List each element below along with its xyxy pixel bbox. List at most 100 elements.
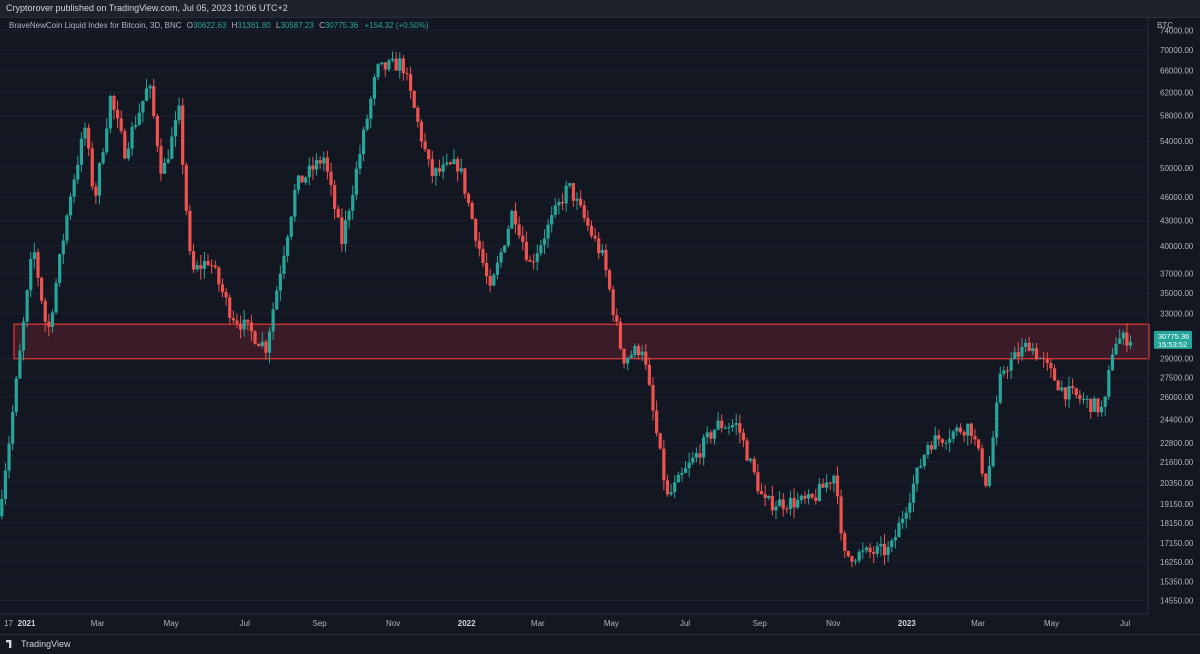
candle-body	[499, 252, 503, 263]
candle-body	[948, 438, 952, 443]
candle-body	[235, 320, 239, 324]
x-tick-label: Jul	[240, 619, 250, 628]
y-tick-label: 46000.00	[1160, 193, 1194, 202]
candle-body	[1038, 357, 1042, 359]
candle-body	[97, 163, 102, 196]
candle-body	[506, 228, 510, 246]
candle-body	[517, 224, 521, 236]
candle-body	[47, 321, 51, 327]
candle-body	[966, 423, 970, 436]
candle-body	[644, 351, 648, 365]
candle-body	[423, 141, 427, 150]
candle-body	[752, 458, 756, 473]
candle-body	[369, 98, 373, 119]
candle-body	[365, 118, 369, 130]
candle-body	[995, 402, 999, 438]
candle-body	[466, 193, 471, 203]
x-tick-label: May	[604, 619, 619, 628]
candle-body	[687, 462, 691, 469]
last-price-tag	[1154, 330, 1192, 349]
y-tick-label: 74000.00	[1160, 26, 1194, 35]
candle-body	[311, 165, 315, 170]
candle-body	[785, 508, 789, 510]
candle-body	[893, 537, 897, 541]
candle-body	[358, 153, 362, 169]
publisher-text: Cryptorover published on TradingView.com…	[6, 3, 288, 13]
candle-body	[134, 124, 138, 127]
low-key: L	[276, 21, 281, 30]
candle-body	[600, 250, 604, 254]
candle-body	[680, 472, 684, 475]
candle-body	[40, 277, 44, 301]
candle-body	[622, 348, 626, 364]
candle-body	[864, 547, 869, 551]
countdown-text: 15:53:52	[1158, 340, 1187, 349]
candle-body	[908, 502, 912, 513]
candle-body	[589, 225, 594, 236]
candle-body	[1107, 370, 1111, 397]
y-tick-label: 16250.00	[1160, 558, 1194, 567]
candle-body	[249, 322, 254, 332]
candle-body	[495, 262, 500, 275]
candle-body	[412, 90, 416, 108]
tradingview-logo[interactable]: TradingView	[6, 639, 71, 649]
candle-body	[984, 473, 988, 486]
candle-body	[803, 495, 807, 499]
candle-body	[962, 432, 966, 436]
candle-body	[484, 262, 489, 277]
candle-body	[955, 427, 959, 432]
candle-body	[937, 435, 941, 440]
candle-body	[322, 157, 326, 164]
candle-body	[130, 126, 134, 149]
candle-body	[915, 467, 919, 484]
candle-body	[553, 205, 557, 215]
candle-body	[560, 201, 565, 204]
candle-body	[901, 518, 905, 523]
candle-body	[253, 331, 257, 344]
candle-body	[72, 179, 76, 197]
candle-body	[513, 210, 518, 225]
candle-body	[655, 410, 659, 434]
candle-body	[1045, 359, 1049, 363]
y-tick-label: 54000.00	[1160, 137, 1194, 146]
candle-body	[148, 85, 152, 89]
candle-body	[474, 218, 478, 241]
candle-body	[759, 491, 764, 495]
candle-body	[163, 162, 167, 174]
candle-body	[557, 201, 561, 206]
candle-body	[720, 420, 724, 429]
candle-body	[1078, 395, 1082, 400]
candle-body	[799, 495, 803, 501]
candle-body	[101, 152, 105, 164]
candle-body	[922, 454, 926, 466]
price-chart[interactable]: 74000.00 70000.00 66000.00 62000.00 58000.00…	[0, 17, 1200, 634]
candle-body	[904, 512, 908, 519]
candle-body	[872, 552, 876, 554]
candle-body	[673, 482, 677, 492]
candle-body	[745, 440, 749, 461]
y-tick-label: 22800.00	[1160, 439, 1194, 448]
candle-body	[264, 341, 268, 353]
candle-body	[528, 259, 532, 262]
candle-body	[546, 224, 550, 239]
x-tick-label: Nov	[386, 619, 400, 628]
x-tick-label: Mar	[531, 619, 545, 628]
candle-body	[861, 550, 865, 552]
change-value: +154.32 (+0.50%)	[364, 21, 429, 30]
candle-body	[3, 470, 8, 500]
high-value: 31381.80	[237, 21, 271, 30]
candle-body	[586, 217, 590, 226]
candle-body	[542, 238, 547, 245]
candle-body	[271, 309, 275, 332]
x-tick-label: Sep	[753, 619, 768, 628]
candle-body	[387, 60, 391, 70]
candle-body	[289, 216, 293, 237]
candle-body	[159, 146, 163, 174]
x-tick-label: May	[164, 619, 179, 628]
candle-body	[0, 499, 4, 517]
candle-body	[607, 270, 612, 290]
symbol-title: BraveNewCoin Liquid Index for Bitcoin, 3…	[9, 21, 182, 30]
y-tick-label: 43000.00	[1160, 217, 1194, 226]
candle-body	[1099, 406, 1104, 413]
candle-body	[564, 185, 568, 204]
